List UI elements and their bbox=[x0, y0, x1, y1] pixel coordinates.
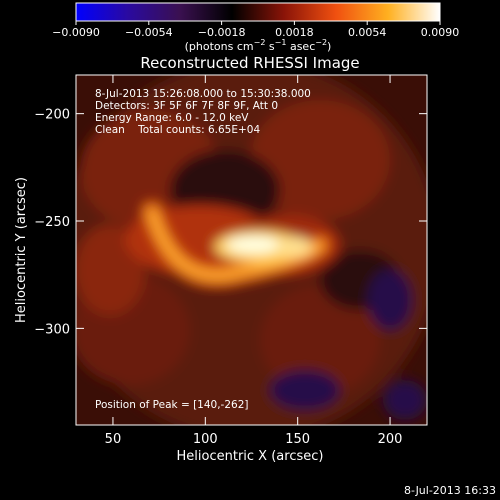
colorbar-tick-label: 0.0018 bbox=[275, 26, 314, 39]
annotation-clean-counts: Clean Total counts: 6.65E+04 bbox=[95, 124, 260, 136]
colorbar bbox=[75, 2, 441, 22]
y-tick-label: −300 bbox=[34, 322, 70, 337]
annotation-energy-range: Energy Range: 6.0 - 12.0 keV bbox=[95, 112, 249, 124]
colorbar-tick-label: −0.0018 bbox=[198, 26, 246, 39]
x-axis-label: Heliocentric X (arcsec) bbox=[177, 449, 324, 464]
heatmap-region bbox=[260, 285, 380, 395]
heatmap-region bbox=[383, 380, 427, 420]
x-axis-ticks: 50 100 150 200 bbox=[105, 75, 403, 447]
chart-title: Reconstructed RHESSI Image bbox=[140, 54, 359, 72]
y-axis-label: Heliocentric Y (arcsec) bbox=[14, 177, 29, 323]
heatmap-region bbox=[250, 100, 390, 220]
x-tick-label: 50 bbox=[105, 432, 122, 447]
colorbar-ticks: −0.0090 −0.0054 −0.0018 0.0018 0.0054 0.0090 bbox=[52, 21, 459, 39]
plot-frame bbox=[75, 74, 428, 426]
colorbar-unit-label: (photons cm−2 s−1 asec−2) bbox=[185, 38, 332, 53]
heatmap-region bbox=[368, 270, 412, 330]
heatmap-region bbox=[270, 370, 340, 410]
x-tick-label: 100 bbox=[193, 432, 218, 447]
footer-timestamp: 8-Jul-2013 16:33 bbox=[404, 484, 496, 497]
annotation-peak-position: Position of Peak = [140,-262] bbox=[95, 399, 249, 411]
y-tick-label: −200 bbox=[34, 108, 70, 123]
colorbar-tick-label: −0.0054 bbox=[125, 26, 173, 39]
peak-core bbox=[226, 235, 283, 254]
annotation-detectors: Detectors: 3F 5F 6F 7F 8F 9F, Att 0 bbox=[95, 100, 278, 112]
colorbar-tick-label: −0.0090 bbox=[52, 26, 100, 39]
annotation-time-range: 8-Jul-2013 15:26:08.000 to 15:30:38.000 bbox=[95, 88, 311, 100]
x-tick-label: 200 bbox=[378, 432, 403, 447]
y-axis-ticks: −200 −250 −300 bbox=[34, 108, 427, 337]
colorbar-tick-label: 0.0090 bbox=[421, 26, 460, 39]
x-tick-label: 150 bbox=[285, 432, 310, 447]
colorbar-tick-label: 0.0054 bbox=[348, 26, 387, 39]
peak-core-right bbox=[276, 236, 313, 257]
heatmap-image bbox=[76, 75, 427, 425]
y-tick-label: −250 bbox=[34, 215, 70, 230]
